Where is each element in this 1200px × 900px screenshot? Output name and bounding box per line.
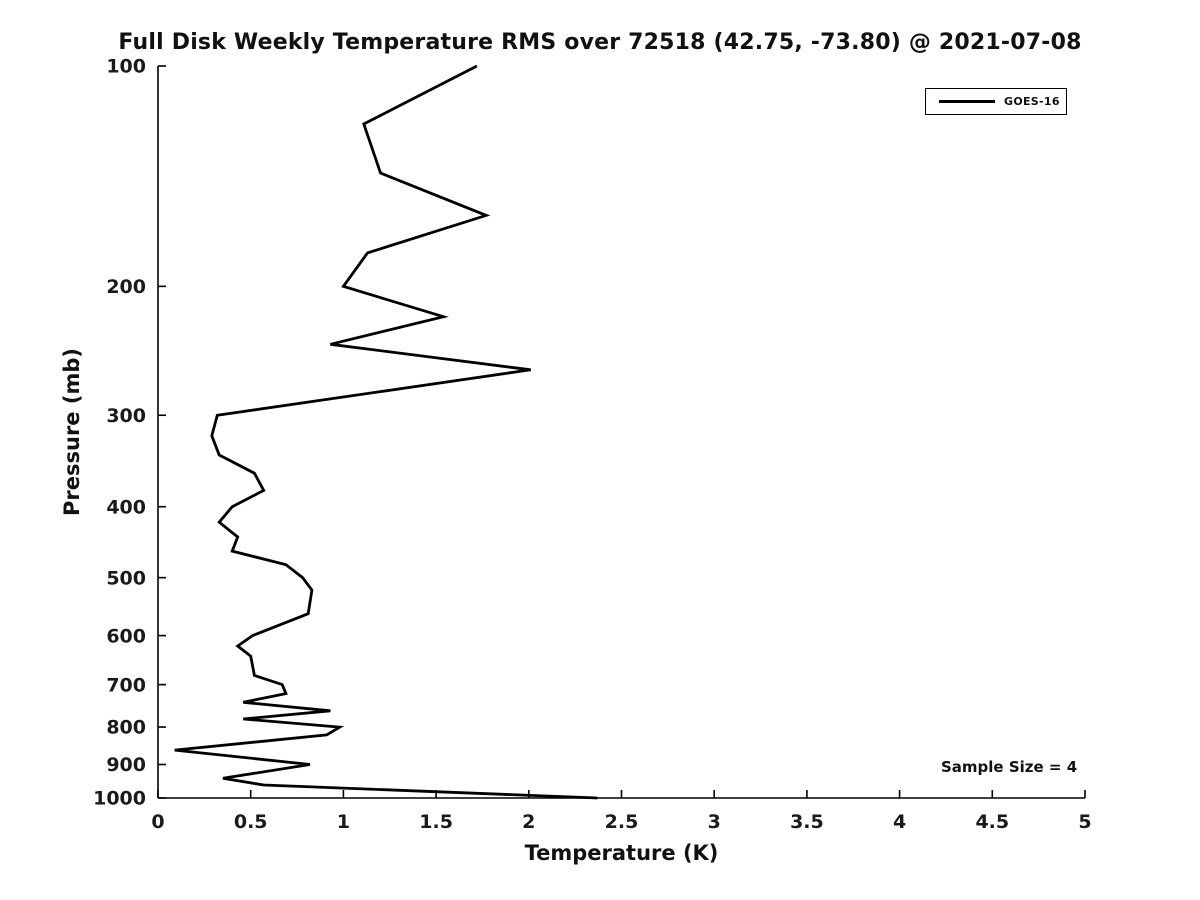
x-tick-label: 3 <box>708 811 721 833</box>
x-tick-label: 4.5 <box>975 811 1009 833</box>
y-axis-label: Pressure (mb) <box>60 348 84 516</box>
x-tick-label: 1 <box>337 811 350 833</box>
y-tick-label: 800 <box>106 717 146 739</box>
x-tick-label: 2.5 <box>605 811 639 833</box>
x-tick-label: 3.5 <box>790 811 824 833</box>
y-tick-label: 200 <box>106 276 146 298</box>
x-axis-label: Temperature (K) <box>524 841 719 865</box>
x-tick-label: 0 <box>151 811 164 833</box>
y-tick-label: 700 <box>106 674 146 696</box>
y-tick-label: 300 <box>106 405 146 427</box>
y-tick-label: 400 <box>106 496 146 518</box>
series-line-goes-16 <box>174 64 598 800</box>
legend: GOES-16 <box>925 88 1067 115</box>
y-tick-label: 100 <box>106 56 146 78</box>
sample-size-annotation: Sample Size = 4 <box>941 758 1078 776</box>
y-tick-label: 900 <box>106 754 146 776</box>
x-tick-label: 2 <box>522 811 535 833</box>
x-tick-label: 1.5 <box>419 811 453 833</box>
x-tick-label: 5 <box>1078 811 1091 833</box>
x-tick-label: 0.5 <box>234 811 268 833</box>
y-tick-label: 1000 <box>93 788 146 810</box>
legend-series-label: GOES-16 <box>1004 95 1060 108</box>
chart-title: Full Disk Weekly Temperature RMS over 72… <box>118 30 1082 55</box>
y-tick-label: 500 <box>106 567 146 589</box>
x-tick-label: 4 <box>893 811 906 833</box>
legend-line-sample-icon <box>939 100 995 103</box>
y-tick-label: 600 <box>106 625 146 647</box>
